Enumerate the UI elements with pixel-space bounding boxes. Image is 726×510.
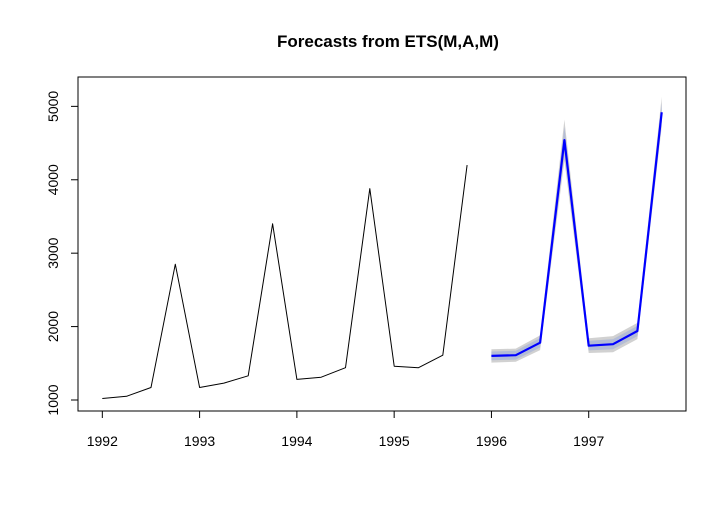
series-lines: [102, 112, 663, 399]
observed-line: [102, 165, 468, 399]
y-tick-label: 1000: [45, 384, 61, 415]
prediction-intervals: [491, 96, 662, 363]
x-tick-label: 1993: [184, 433, 215, 449]
y-tick-label: 3000: [45, 237, 61, 268]
y-tick-label: 5000: [45, 91, 61, 122]
interval-band-95: [491, 96, 662, 363]
chart-title: Forecasts from ETS(M,A,M): [277, 32, 499, 51]
x-tick-label: 1995: [379, 433, 410, 449]
y-axis: 1000 2000 3000 4000 5000: [45, 91, 79, 416]
y-tick-label: 2000: [45, 311, 61, 342]
x-tick-label: 1997: [573, 433, 604, 449]
x-axis: 1992 1993 1994 1995 1996 1997: [87, 410, 605, 449]
x-tick-label: 1994: [281, 433, 312, 449]
y-tick-label: 4000: [45, 164, 61, 195]
plot-box: [77, 76, 687, 412]
forecast-line: [491, 112, 663, 357]
x-tick-label: 1992: [87, 433, 118, 449]
x-tick-label: 1996: [476, 433, 507, 449]
